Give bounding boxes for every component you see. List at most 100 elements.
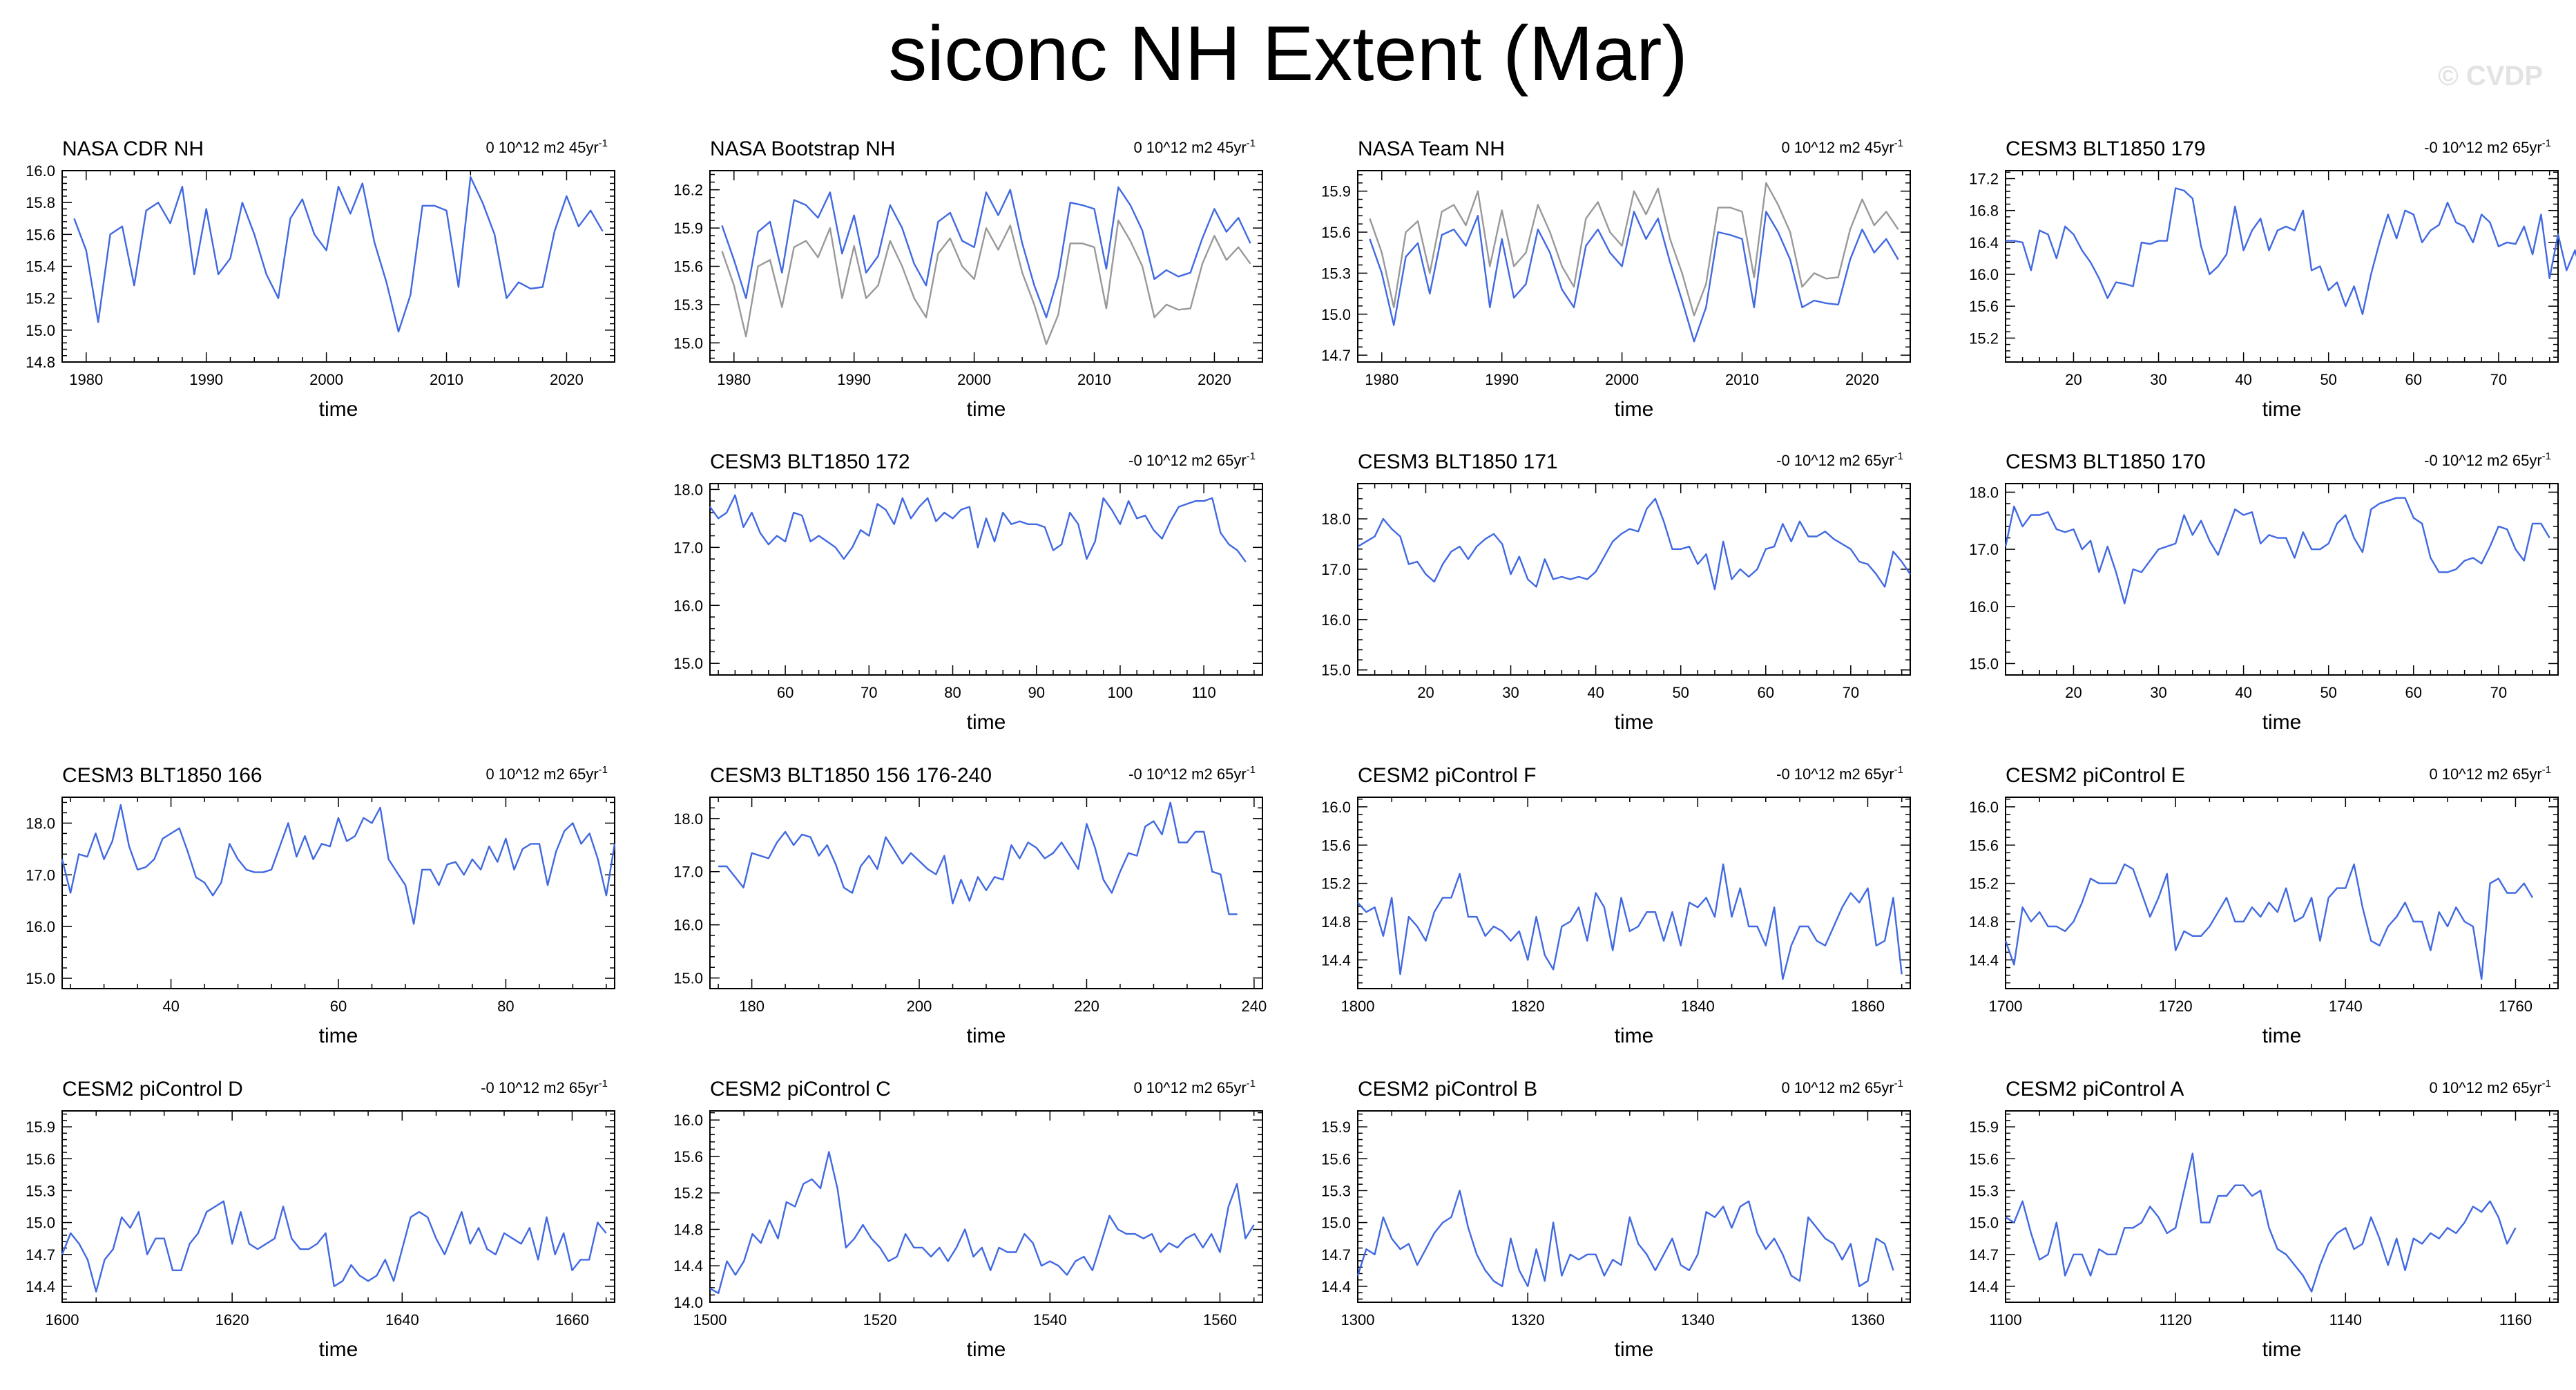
x-tick-label: 1740 bbox=[2329, 998, 2363, 1015]
y-tick-label: 15.0 bbox=[673, 334, 703, 352]
panel-frame bbox=[709, 1110, 1263, 1303]
x-tick-label: 50 bbox=[2320, 684, 2336, 701]
panel-15: CESM2 piControl A 0 10^12 m2 65yr-1 14.4 14… bbox=[1969, 1078, 2559, 1361]
y-tick-label: 15.2 bbox=[1969, 875, 1999, 893]
x-axis-label: time bbox=[2262, 1025, 2302, 1047]
panel-title: CESM2 piControl B bbox=[1358, 1078, 1537, 1101]
series-line-2 bbox=[721, 219, 1251, 345]
y-tick-label: 15.0 bbox=[673, 655, 703, 672]
y-tick-label: 17.0 bbox=[673, 864, 703, 881]
y-tick-label: 17.0 bbox=[1321, 561, 1351, 578]
series-line-1 bbox=[709, 494, 1247, 563]
y-tick-label: 14.4 bbox=[1969, 1278, 1999, 1295]
x-tick-label: 40 bbox=[1587, 684, 1604, 701]
y-tick-label: 15.0 bbox=[673, 970, 703, 987]
panel-trend-exponent: -1 bbox=[599, 137, 608, 149]
panel-frame bbox=[61, 1110, 615, 1303]
x-axis-label: time bbox=[967, 711, 1006, 734]
y-tick-label: 14.7 bbox=[1969, 1246, 1999, 1264]
y-tick-label: 15.6 bbox=[1969, 1150, 1999, 1168]
panel-10: CESM2 piControl F -0 10^12 m2 65yr-1 14.4 1… bbox=[1321, 764, 1911, 1047]
y-tick-label: 16.4 bbox=[1969, 234, 1999, 251]
series-line-1 bbox=[2005, 1152, 2517, 1293]
figure-title: siconc NH Extent (Mar) bbox=[888, 10, 1688, 97]
x-tick-label: 40 bbox=[2235, 684, 2251, 701]
panel-trend: 0 10^12 m2 65yr-1 bbox=[1781, 1078, 1903, 1096]
panel-frame bbox=[2005, 170, 2559, 363]
x-tick-label: 200 bbox=[907, 998, 932, 1015]
x-tick-label: 1800 bbox=[1341, 998, 1375, 1015]
panel-trend-exponent: -1 bbox=[2542, 137, 2551, 149]
y-tick-label: 15.6 bbox=[1969, 837, 1999, 854]
y-tick-label: 16.0 bbox=[673, 1112, 703, 1129]
y-tick-label: 17.0 bbox=[1969, 541, 1999, 558]
x-tick-label: 1620 bbox=[215, 1311, 249, 1329]
x-tick-label: 20 bbox=[1417, 684, 1434, 701]
x-tick-label: 70 bbox=[2490, 684, 2507, 701]
x-tick-label: 1820 bbox=[1511, 998, 1545, 1015]
panel-title: CESM2 piControl D bbox=[62, 1078, 243, 1101]
panel-3: NASA Team NH 0 10^12 m2 45yr-1 14.7 15.0 15.… bbox=[1321, 137, 1911, 421]
panel-trend-exponent: -1 bbox=[1894, 450, 1903, 462]
x-axis-label: time bbox=[967, 398, 1006, 421]
x-axis-label: time bbox=[2262, 398, 2302, 421]
x-tick-label: 1120 bbox=[2159, 1311, 2191, 1329]
panel-trend-exponent: -1 bbox=[599, 764, 608, 776]
y-tick-label: 14.7 bbox=[1321, 1246, 1351, 1264]
panel-trend: -0 10^12 m2 65yr-1 bbox=[1128, 764, 1256, 783]
x-tick-label: 50 bbox=[2320, 371, 2336, 388]
panel-trend-exponent: -1 bbox=[599, 1078, 608, 1089]
series-line-1 bbox=[2004, 863, 2534, 980]
panel-title: CESM3 BLT1850 170 bbox=[2006, 450, 2206, 473]
y-tick-label: 16.0 bbox=[1969, 266, 1999, 283]
panel-trend-exponent: -1 bbox=[2542, 1078, 2551, 1089]
x-tick-label: 1100 bbox=[1989, 1311, 2021, 1329]
x-tick-label: 40 bbox=[162, 998, 179, 1015]
x-tick-label: 1720 bbox=[2159, 998, 2193, 1015]
panel-trend: -0 10^12 m2 65yr-1 bbox=[1128, 450, 1256, 469]
x-tick-label: 1980 bbox=[717, 371, 751, 388]
y-tick-label: 17.2 bbox=[1969, 171, 1999, 188]
y-tick-label: 15.0 bbox=[26, 322, 55, 339]
y-tick-label: 15.3 bbox=[1321, 265, 1351, 282]
panel-trend-exponent: -1 bbox=[1247, 450, 1256, 462]
x-tick-label: 2020 bbox=[1198, 371, 1231, 388]
panel-trend-exponent: -1 bbox=[2542, 764, 2551, 776]
panel-13: CESM2 piControl C 0 10^12 m2 65yr-1 14.0 14… bbox=[673, 1078, 1263, 1361]
y-tick-label: 15.9 bbox=[1969, 1118, 1999, 1136]
panel-title: NASA Team NH bbox=[1358, 137, 1505, 160]
panel-trend-exponent: -1 bbox=[1894, 1078, 1903, 1089]
y-tick-label: 16.0 bbox=[1321, 611, 1351, 629]
panel-frame bbox=[61, 797, 615, 989]
y-tick-label: 15.0 bbox=[1969, 1215, 1999, 1232]
x-axis-label: time bbox=[1615, 711, 1654, 734]
y-tick-label: 14.7 bbox=[1321, 347, 1351, 364]
panel-trend: -0 10^12 m2 65yr-1 bbox=[2424, 137, 2551, 156]
panel-trend: 0 10^12 m2 65yr-1 bbox=[2429, 1078, 2551, 1096]
x-tick-label: 60 bbox=[777, 684, 794, 701]
panel-trend: 0 10^12 m2 45yr-1 bbox=[1781, 137, 1903, 156]
y-tick-label: 18.0 bbox=[673, 481, 703, 498]
panel-trend: -0 10^12 m2 65yr-1 bbox=[481, 1078, 608, 1096]
y-tick-label: 15.4 bbox=[26, 258, 55, 276]
y-tick-label: 14.8 bbox=[1969, 913, 1999, 931]
y-tick-label: 15.0 bbox=[1969, 655, 1999, 672]
panel-trend: 0 10^12 m2 65yr-1 bbox=[1133, 1078, 1256, 1096]
panel-trend: 0 10^12 m2 45yr-1 bbox=[1133, 137, 1256, 156]
y-tick-label: 14.4 bbox=[673, 1257, 703, 1275]
y-tick-label: 15.6 bbox=[1321, 224, 1351, 241]
x-axis-label: time bbox=[1615, 1338, 1654, 1361]
y-tick-label: 16.0 bbox=[26, 918, 55, 935]
panel-frame bbox=[2005, 1110, 2559, 1303]
panel-5: CESM3 BLT1850 172 -0 10^12 m2 65yr-1 15.0 1… bbox=[673, 450, 1263, 734]
panel-trend: 0 10^12 m2 65yr-1 bbox=[486, 764, 608, 783]
y-tick-label: 14.4 bbox=[26, 1278, 55, 1295]
panel-9: CESM3 BLT1850 156 176-240 -0 10^12 m2 65y… bbox=[673, 764, 1267, 1047]
series-line-1 bbox=[721, 186, 1251, 318]
panel-14: CESM2 piControl B 0 10^12 m2 65yr-1 14.4 14… bbox=[1321, 1078, 1911, 1361]
panel-frame bbox=[61, 170, 615, 363]
y-tick-label: 15.0 bbox=[26, 970, 55, 987]
x-tick-label: 1700 bbox=[1989, 998, 2023, 1015]
x-tick-label: 60 bbox=[2405, 684, 2422, 701]
